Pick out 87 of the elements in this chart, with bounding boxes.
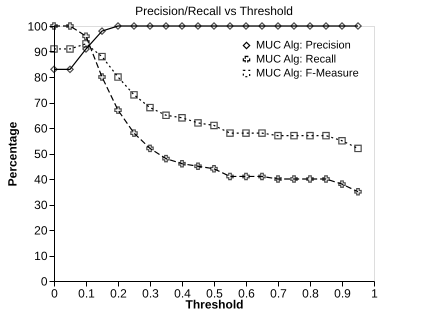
x-tick-label: 0 xyxy=(51,286,58,300)
y-tick-label: 70 xyxy=(34,96,48,110)
point xyxy=(194,22,202,30)
x-axis-title: Threshold xyxy=(185,298,244,312)
legend-label: MUC Alg: Precision xyxy=(256,40,351,52)
point xyxy=(290,22,298,30)
point xyxy=(354,144,362,152)
point xyxy=(114,73,122,81)
x-tick-label: 0.3 xyxy=(142,286,160,300)
point xyxy=(178,22,186,30)
point xyxy=(242,22,250,30)
point xyxy=(306,22,314,30)
point xyxy=(242,129,250,137)
y-tick-label: 60 xyxy=(34,122,48,136)
x-tick-label: 0.9 xyxy=(334,286,352,300)
point xyxy=(82,45,90,53)
y-tick-label: 90 xyxy=(34,45,48,59)
legend-label: MUC Alg: F-Measure xyxy=(256,68,359,80)
point xyxy=(322,132,330,140)
point xyxy=(322,175,330,183)
point xyxy=(130,91,138,99)
y-tick-label: 100 xyxy=(27,20,48,34)
point xyxy=(306,175,314,183)
point xyxy=(66,22,74,30)
point xyxy=(210,22,218,30)
point xyxy=(258,129,266,137)
legend-label: MUC Alg: Recall xyxy=(256,54,336,66)
point xyxy=(162,111,170,120)
x-tick-label: 0.2 xyxy=(110,286,128,300)
point xyxy=(146,144,154,152)
point xyxy=(226,129,234,137)
x-tick-label: 0.8 xyxy=(302,286,320,300)
point xyxy=(290,175,298,183)
point xyxy=(242,172,250,180)
point xyxy=(50,45,58,53)
point xyxy=(130,129,138,137)
point xyxy=(226,172,234,180)
point xyxy=(322,22,330,30)
y-tick-label: 50 xyxy=(34,147,48,161)
x-tick-label: 1 xyxy=(371,286,378,300)
point xyxy=(130,22,138,30)
point xyxy=(210,165,218,173)
point xyxy=(82,32,90,40)
y-tick-label: 80 xyxy=(34,70,48,84)
x-tick-label: 0.1 xyxy=(78,286,96,300)
point xyxy=(274,22,282,30)
point xyxy=(114,106,122,114)
point xyxy=(114,22,122,30)
point xyxy=(290,132,298,140)
y-tick-label: 10 xyxy=(34,249,48,263)
point xyxy=(98,52,106,60)
point xyxy=(306,132,314,140)
x-tick-label: 0.5 xyxy=(206,286,224,300)
point xyxy=(146,104,154,112)
chart-title: Precision/Recall vs Threshold xyxy=(135,4,293,18)
y-tick-label: 20 xyxy=(34,224,48,238)
x-tick-label: 0.4 xyxy=(174,286,192,300)
point xyxy=(274,132,282,140)
point xyxy=(338,180,346,188)
point xyxy=(194,119,202,127)
point xyxy=(66,66,74,74)
point xyxy=(258,22,266,30)
point xyxy=(162,22,170,30)
y-tick-label: 40 xyxy=(34,172,48,186)
point xyxy=(82,40,90,48)
y-axis-title: Percentage xyxy=(5,121,20,186)
y-tick-label: 0 xyxy=(40,274,48,288)
point xyxy=(274,175,282,183)
x-tick-label: 0.6 xyxy=(238,286,256,300)
point xyxy=(354,188,362,196)
point xyxy=(98,73,106,81)
point xyxy=(354,22,362,30)
y-tick-label: 30 xyxy=(34,198,48,212)
point xyxy=(146,22,154,30)
point xyxy=(194,162,202,170)
point xyxy=(66,45,74,53)
point xyxy=(178,114,186,122)
point xyxy=(162,154,170,162)
point xyxy=(210,122,218,130)
point xyxy=(338,22,346,30)
point xyxy=(338,136,346,145)
point xyxy=(50,66,58,74)
point xyxy=(98,27,106,35)
point xyxy=(226,22,234,30)
x-tick-label: 0.7 xyxy=(270,286,288,300)
point xyxy=(258,172,266,180)
point xyxy=(178,160,186,168)
